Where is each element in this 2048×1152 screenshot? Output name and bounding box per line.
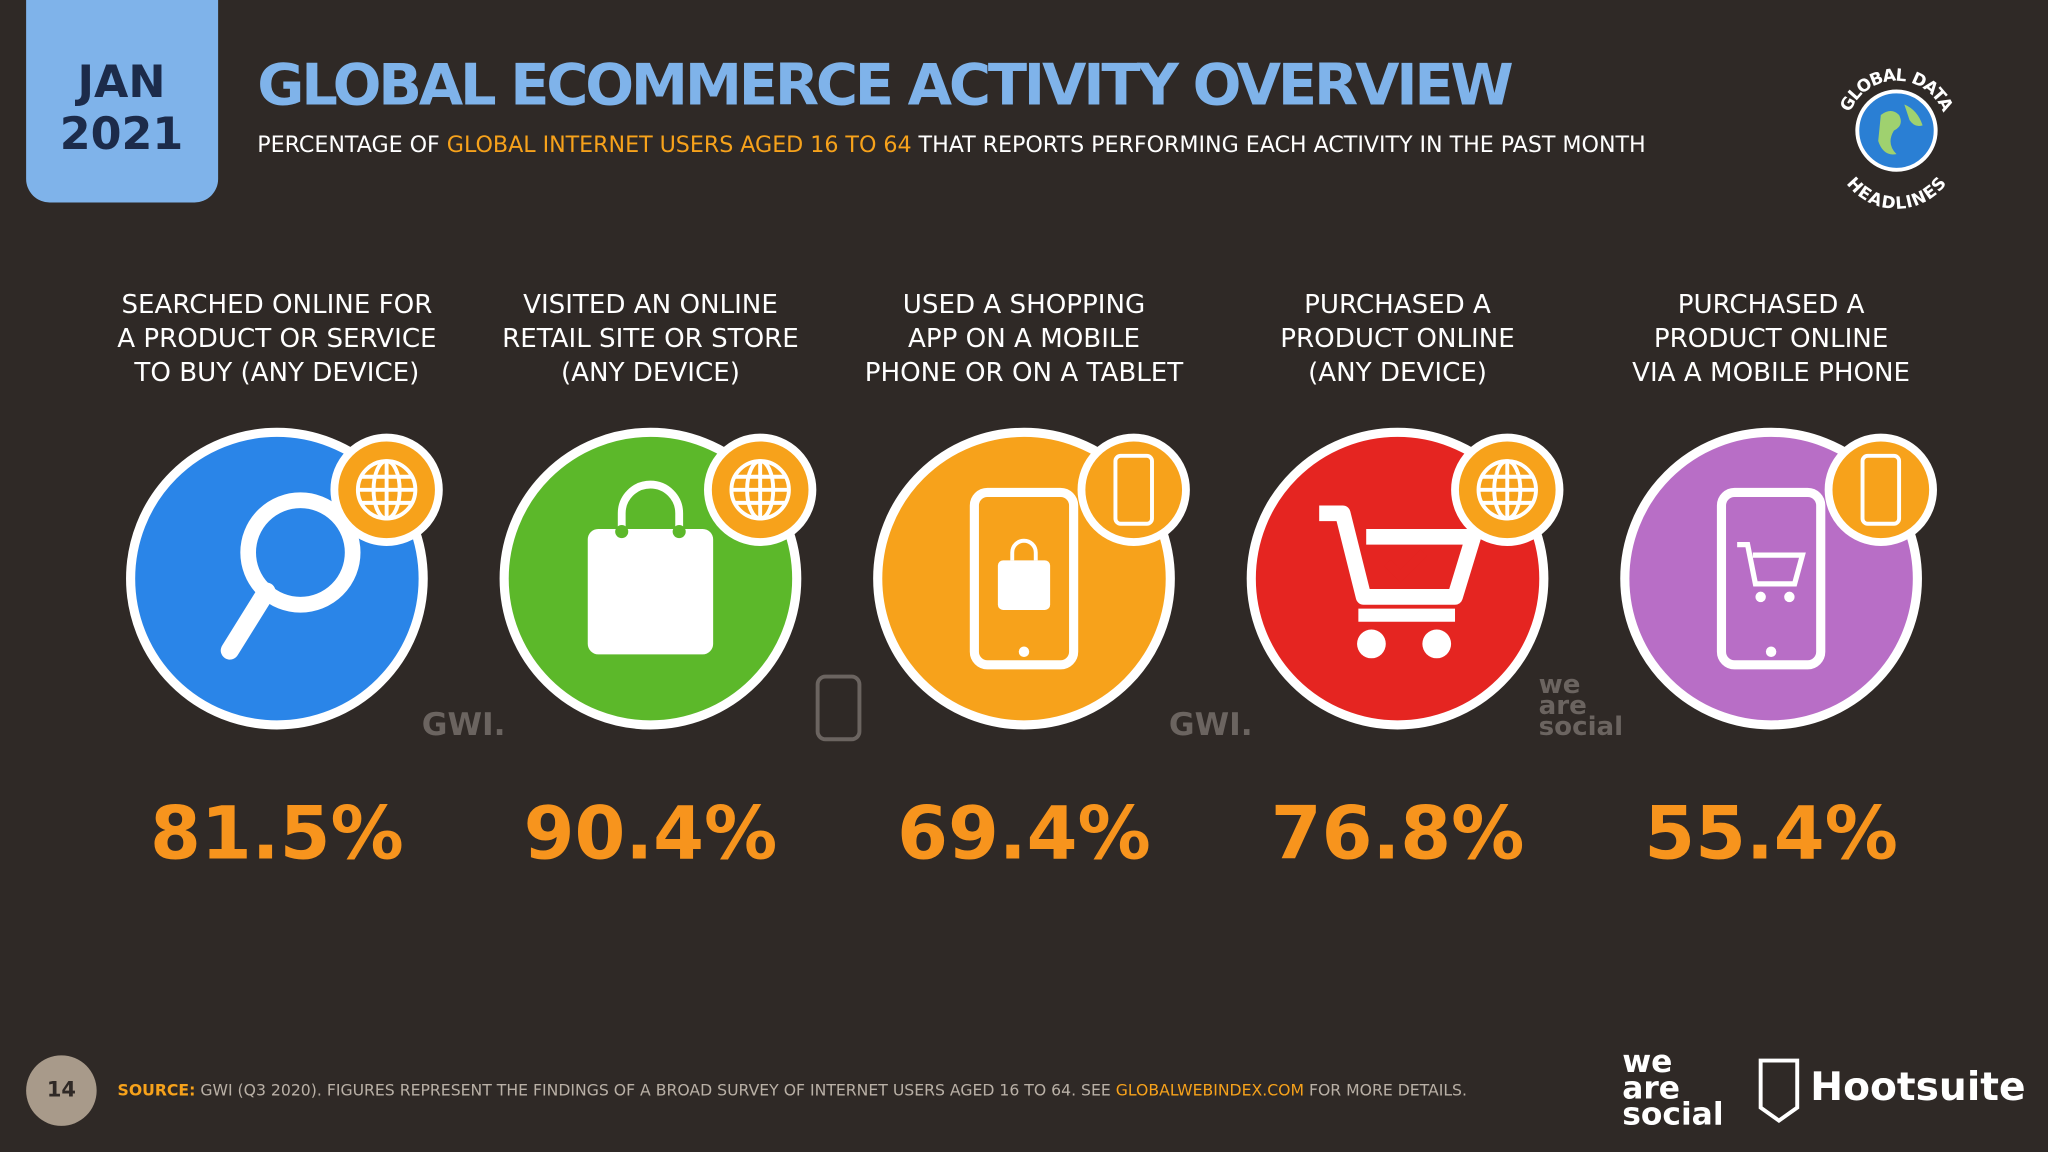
activity-label: PURCHASED A [1304, 290, 1491, 320]
icon-phone [1716, 487, 1826, 670]
icon-check [1383, 549, 1427, 583]
page-number-bg [26, 1055, 97, 1126]
globe-lines [731, 461, 789, 519]
activity-icon [220, 492, 361, 660]
activity-value: 69.4% [897, 792, 1151, 877]
year: 2021 [60, 109, 184, 160]
activity-value: 90.4% [524, 792, 778, 877]
source: SOURCE: GWI (Q3 2020). FIGURES REPRESENT… [118, 1080, 1467, 1099]
owl-watermark [815, 674, 862, 742]
icon-wheel [1357, 629, 1386, 659]
page-number: 14 [47, 1078, 76, 1102]
source-link: GLOBALWEBINDEX.COM [1116, 1080, 1304, 1099]
date-box [26, 0, 219, 203]
icon-mini-bag [997, 560, 1051, 610]
activity-label: VISITED AN ONLINE [523, 290, 778, 320]
source-text: FOR MORE DETAILS. [1304, 1080, 1467, 1099]
activity-label: PRODUCT ONLINE [1280, 324, 1515, 354]
icon-bag [587, 528, 714, 655]
activity-value: 76.8% [1271, 792, 1525, 877]
globe-lines [1478, 461, 1536, 519]
subtitle-text: PERCENTAGE OF [257, 131, 447, 157]
activity-label: (ANY DEVICE) [1308, 358, 1487, 388]
icon-cart [1319, 505, 1482, 605]
icon-phone-button [1018, 646, 1030, 657]
activity-value: 81.5% [150, 792, 404, 877]
icon-wheel [1755, 591, 1766, 603]
icon-wheel [1784, 591, 1795, 603]
icon-dot [615, 525, 629, 539]
activity-label: TO BUY (ANY DEVICE) [133, 358, 419, 388]
month: JAN [74, 57, 165, 108]
icon-lens [240, 492, 361, 613]
phone-outline [1113, 453, 1154, 526]
activity-label: (ANY DEVICE) [561, 358, 740, 388]
activity-icon [1319, 505, 1482, 659]
phone-outline [1860, 453, 1902, 526]
watermark: are [1539, 691, 1587, 721]
icon-mini-cart [1737, 542, 1806, 587]
activity-label: PHONE OR ON A TABLET [865, 358, 1185, 388]
owl-logo [1758, 1058, 1800, 1124]
activity-label: VIA A MOBILE PHONE [1632, 358, 1910, 388]
subtitle-highlight: GLOBAL INTERNET USERS AGED 16 TO 64 [447, 131, 912, 157]
source-label: SOURCE: [118, 1080, 196, 1099]
activity-label: PRODUCT ONLINE [1654, 324, 1889, 354]
subtitle-text: THAT REPORTS PERFORMING EACH ACTIVITY IN… [912, 131, 1646, 157]
watermark: GWI. [1169, 707, 1253, 743]
icon-phone-button [1765, 646, 1777, 657]
logo: we [1622, 1044, 1672, 1080]
logo: are [1622, 1070, 1680, 1106]
globe-lines [357, 461, 416, 519]
watermark: GWI. [422, 707, 506, 743]
activity-label: APP ON A MOBILE [908, 324, 1140, 354]
icon-badge [1824, 433, 1937, 546]
activity-label: RETAIL SITE OR STORE [502, 324, 799, 354]
logo: Hootsuite [1810, 1065, 2025, 1110]
activity-icon [969, 487, 1079, 670]
activity-icon [587, 480, 714, 655]
watermark: we [1539, 670, 1581, 700]
watermark: social [1539, 712, 1623, 742]
activity-label: PURCHASED A [1678, 290, 1865, 320]
title: GLOBAL ECOMMERCE ACTIVITY OVERVIEW [257, 51, 1513, 118]
icon-dot [672, 525, 686, 539]
activity-label: USED A SHOPPING [903, 290, 1145, 320]
icon-bag-handle [617, 480, 684, 529]
icon-mini-handle [1010, 538, 1038, 561]
activity-label: A PRODUCT OR SERVICE [117, 324, 436, 354]
icon-badge [1077, 433, 1190, 546]
icon-handle [220, 582, 276, 660]
source-text: GWI (Q3 2020). FIGURES REPRESENT THE FIN… [195, 1080, 1115, 1099]
subtitle: PERCENTAGE OF GLOBAL INTERNET USERS AGED… [257, 131, 1645, 157]
badge-land [1878, 104, 1923, 155]
icon-wheel [1422, 629, 1452, 659]
logo: social [1622, 1096, 1723, 1132]
activity-value: 55.4% [1644, 792, 1898, 877]
badge-globe [1855, 89, 1938, 172]
activity-icon [1716, 487, 1826, 670]
activity-label: SEARCHED ONLINE FOR [121, 290, 432, 320]
icon-phone [969, 487, 1079, 670]
